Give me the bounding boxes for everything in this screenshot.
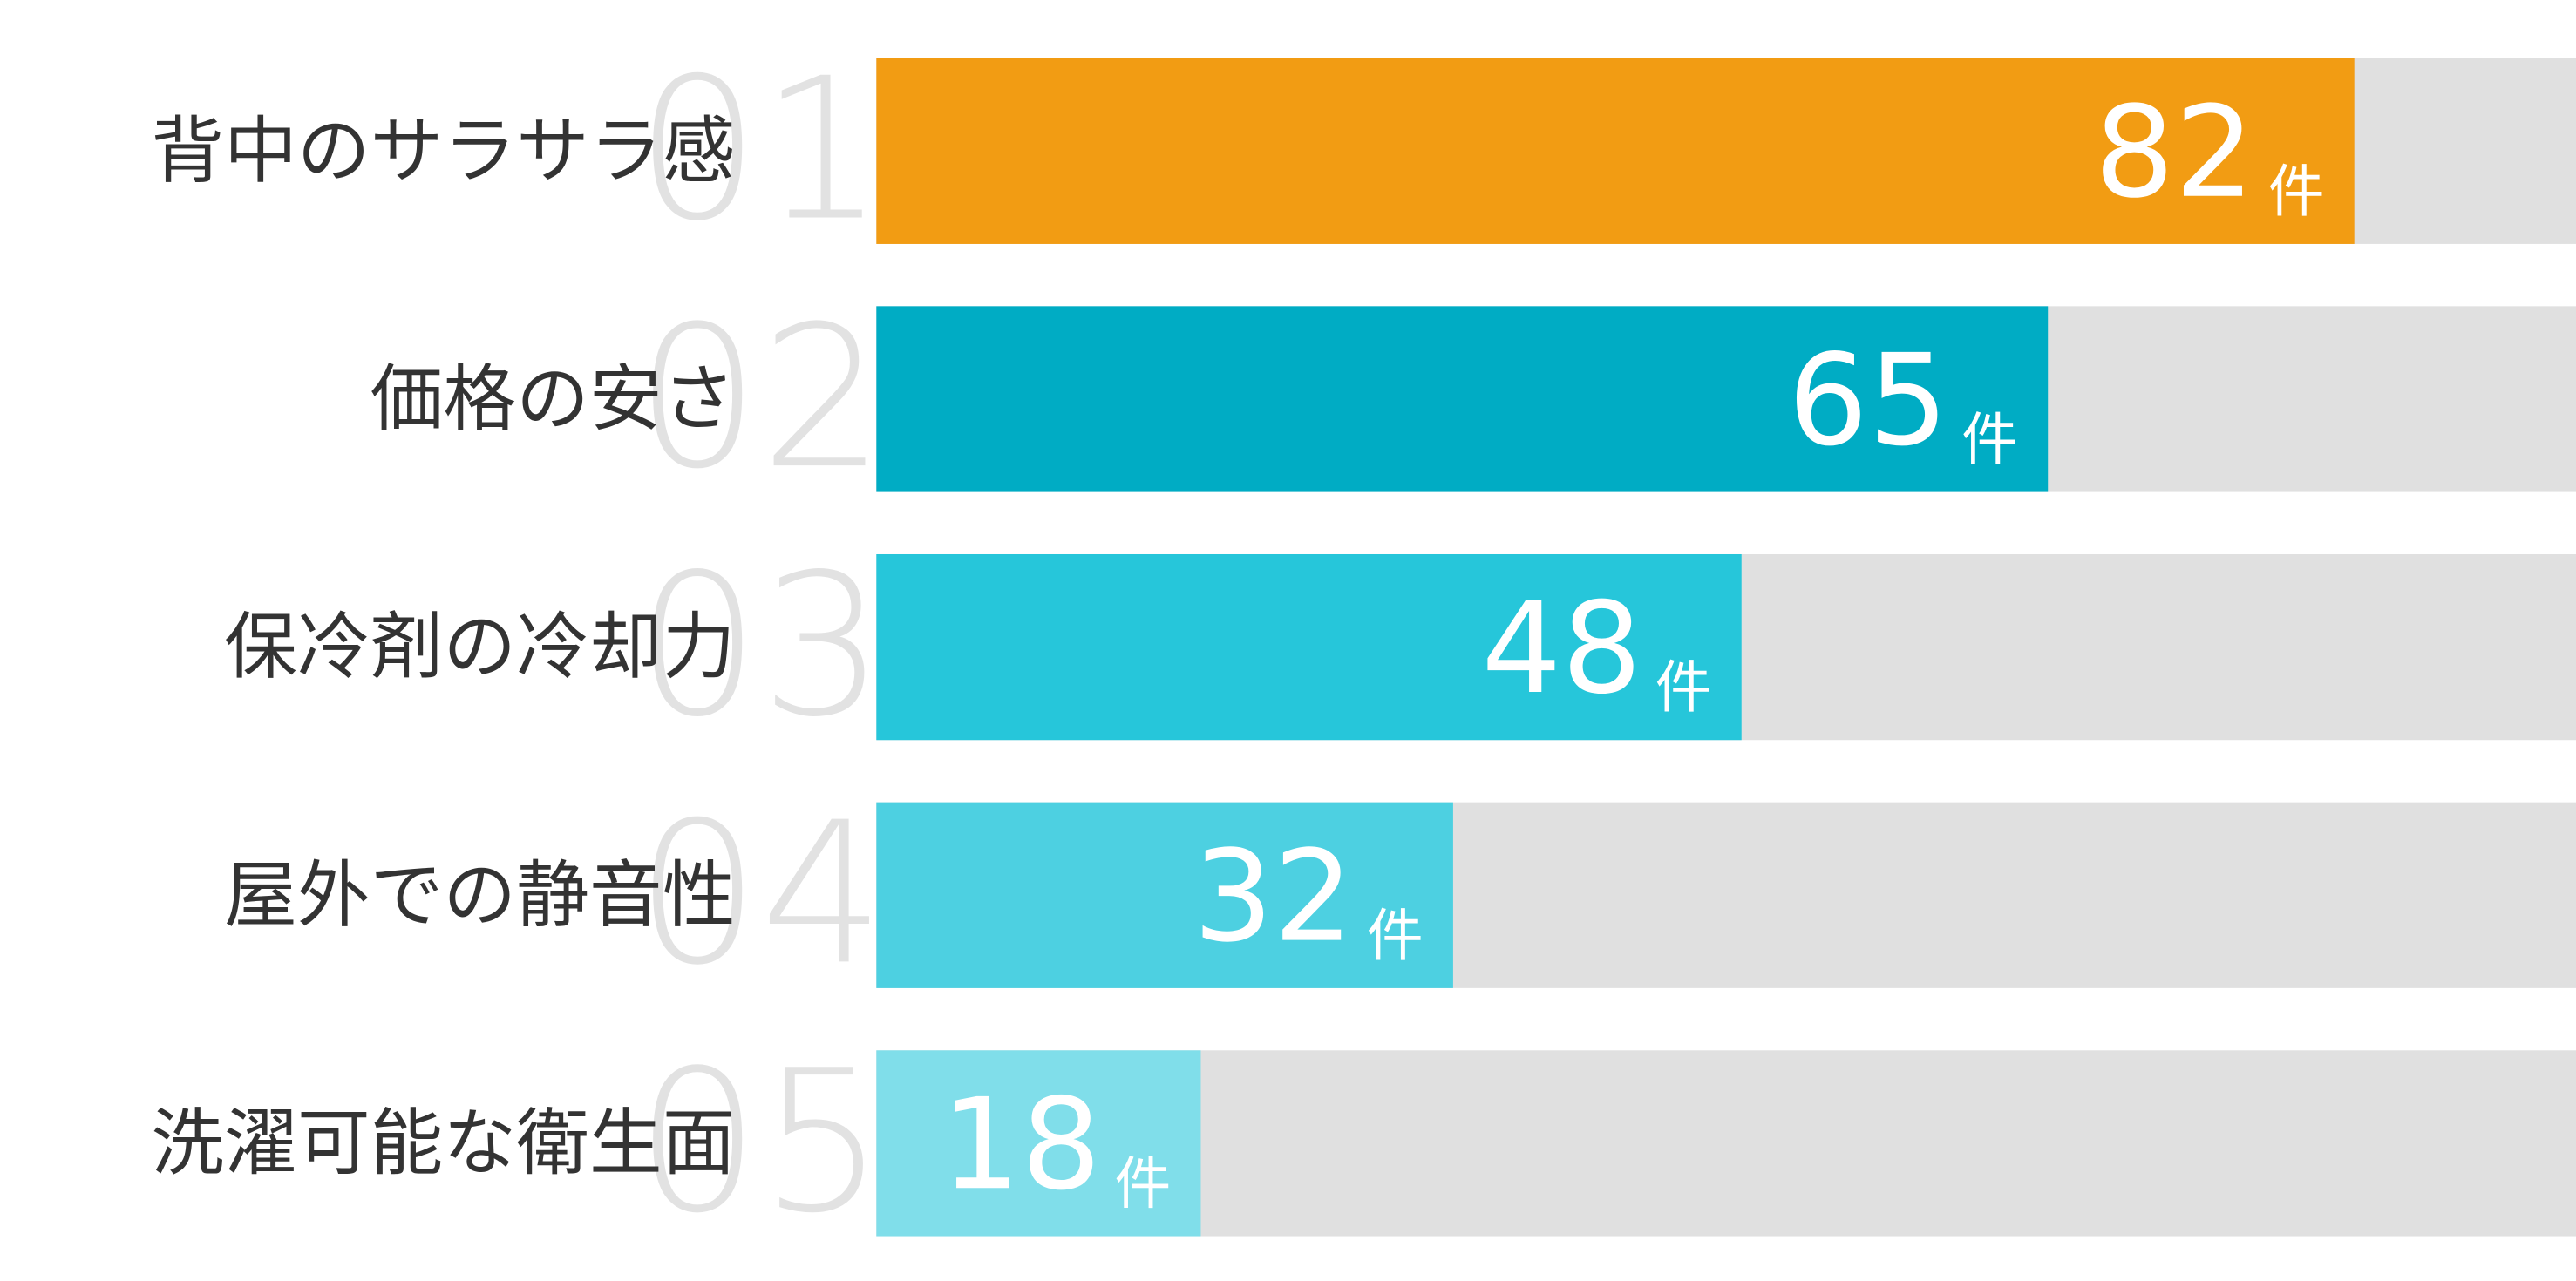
category-label: 保冷剤の冷却力 — [224, 604, 735, 689]
value-unit: 件 — [1367, 904, 1424, 969]
value-label: 48 — [1481, 576, 1641, 722]
category-label: 屋外での静音性 — [224, 852, 735, 938]
bar — [876, 802, 1453, 988]
value-label: 18 — [941, 1072, 1101, 1218]
value-label: 65 — [1788, 328, 1948, 474]
category-label: 背中のサラサラ感 — [151, 108, 735, 193]
value-label: 32 — [1193, 824, 1354, 971]
category-label: 洗濯可能な衛生面 — [151, 1100, 735, 1185]
value-unit: 件 — [1114, 1151, 1171, 1217]
bar — [876, 553, 1742, 741]
rank-number: 03 — [636, 532, 885, 760]
rank-number: 05 — [636, 1027, 885, 1256]
category-label: 価格の安さ — [370, 356, 736, 442]
rank-number: 02 — [636, 283, 885, 512]
bar — [876, 58, 2355, 244]
value-unit: 件 — [1961, 408, 2018, 473]
bar — [876, 306, 2049, 492]
bar — [876, 1050, 1201, 1237]
value-label: 82 — [2094, 80, 2254, 227]
rank-number: 04 — [636, 779, 885, 1007]
value-unit: 件 — [1655, 655, 1712, 721]
rank-number: 01 — [636, 35, 885, 263]
value-unit: 件 — [2268, 159, 2325, 225]
